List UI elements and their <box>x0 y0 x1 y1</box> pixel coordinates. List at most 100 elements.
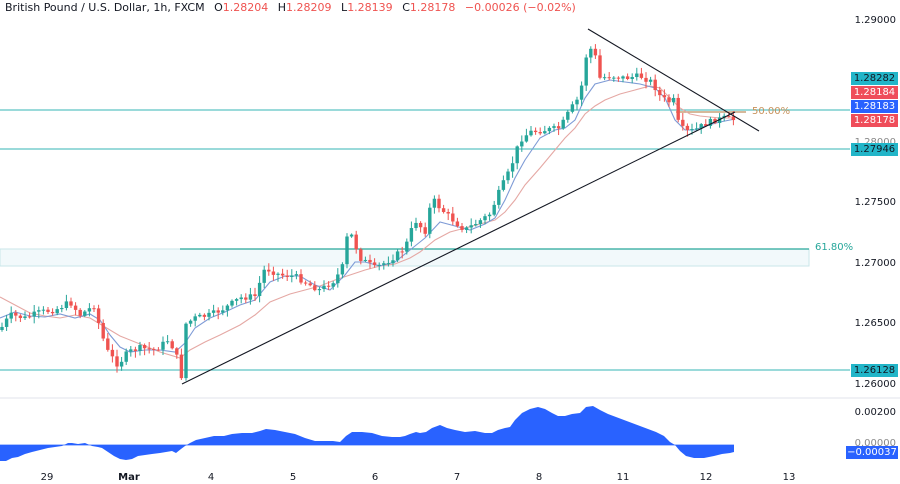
time-tick: 6 <box>371 472 379 483</box>
candle-body <box>299 274 303 283</box>
candle-body <box>497 189 501 205</box>
candle-body <box>478 220 483 225</box>
candle-body <box>165 341 170 343</box>
candle-body <box>216 310 220 313</box>
candle-body <box>184 323 188 379</box>
candle-body <box>727 115 731 117</box>
candle-body <box>722 115 726 118</box>
candle-body <box>290 275 294 277</box>
close-value: 1.28178 <box>409 1 456 14</box>
price-label-level: 1.28282 <box>851 72 898 85</box>
price-label-level: 1.26128 <box>851 364 898 377</box>
candle-body <box>731 116 736 121</box>
candle-body <box>23 316 27 319</box>
candle-body <box>248 294 253 300</box>
high-value: 1.28209 <box>286 1 332 14</box>
candle-body <box>129 349 133 352</box>
open-label: O <box>214 1 223 14</box>
indicator-tick: 0.00200 <box>854 407 896 418</box>
symbol-legend[interactable]: British Pound / U.S. Dollar, 1h, FXCM O1… <box>5 0 576 16</box>
oscillator-area-negative <box>675 445 734 458</box>
candle-body <box>115 356 119 367</box>
candle-body <box>202 314 207 317</box>
candle-body <box>92 308 96 310</box>
time-tick: 4 <box>207 472 215 483</box>
time-tick: 11 <box>616 472 630 483</box>
candle-body <box>510 163 515 172</box>
candle-body <box>14 312 18 316</box>
candle-body <box>372 262 377 265</box>
time-tick: 7 <box>453 472 461 483</box>
time-tick: 8 <box>535 472 543 483</box>
candle-body <box>400 251 404 253</box>
candle-body <box>60 308 64 310</box>
candle-body <box>27 316 32 318</box>
candle-body <box>37 310 41 312</box>
candle-body <box>294 274 299 276</box>
price-tick: 1.28000 <box>855 137 896 148</box>
descending-trendline[interactable] <box>587 28 760 132</box>
candle-body <box>18 315 23 319</box>
open-value: 1.28204 <box>222 1 269 14</box>
price-label-ma-slow: 1.28184 <box>851 86 898 99</box>
candle-body <box>464 227 469 230</box>
candle-body <box>391 260 395 264</box>
candle-body <box>469 225 473 228</box>
indicator-tick: 0.00000 <box>854 438 896 449</box>
candle-body <box>359 249 363 261</box>
candle-body <box>455 221 460 227</box>
candle-body <box>331 283 335 287</box>
low-value: 1.28139 <box>347 1 393 14</box>
fib-50-label: 50.00% <box>752 106 791 117</box>
candle-body <box>193 316 197 321</box>
candle-body <box>46 309 50 312</box>
candle-body <box>630 77 634 80</box>
fib-618-zone[interactable] <box>0 248 810 267</box>
candle-body <box>198 314 202 317</box>
candle-body <box>230 300 234 306</box>
candle-body <box>405 241 409 252</box>
candle-body <box>432 198 437 208</box>
candle-body <box>308 283 312 286</box>
price-tick: 1.27500 <box>854 197 896 208</box>
candle-body <box>188 320 193 324</box>
time-tick: 5 <box>289 472 297 483</box>
candlestick-series[interactable] <box>0 44 736 381</box>
candle-body <box>446 212 450 214</box>
candle-body <box>708 118 713 126</box>
candle-body <box>662 95 667 98</box>
candle-body <box>598 55 602 78</box>
candle-body <box>483 216 487 221</box>
candle-body <box>648 79 653 82</box>
candle-body <box>354 234 358 250</box>
symbol-name: British Pound / U.S. Dollar, 1h, FXCM <box>5 1 205 14</box>
candle-body <box>179 354 184 379</box>
candle-body <box>556 126 561 129</box>
candle-body <box>409 228 414 242</box>
candle-body <box>345 236 349 265</box>
candle-body <box>570 104 575 112</box>
candle-body <box>78 309 82 316</box>
time-tick: 13 <box>782 472 796 483</box>
candle-body <box>690 129 694 131</box>
candle-body <box>694 128 699 130</box>
candle-body <box>322 285 326 290</box>
candle-body <box>520 141 524 147</box>
price-tick: 1.26000 <box>854 379 896 390</box>
candle-body <box>566 111 570 120</box>
ascending-trendline[interactable] <box>181 111 736 385</box>
candle-body <box>589 48 593 58</box>
candle-body <box>584 57 588 86</box>
candle-body <box>0 326 4 330</box>
candle-body <box>106 338 110 350</box>
candle-body <box>529 130 533 136</box>
candle-body <box>492 204 496 215</box>
price-label-level: 1.27946 <box>851 143 898 156</box>
oscillator-area <box>0 406 675 461</box>
candle-body <box>64 301 69 309</box>
candle-body <box>69 301 73 306</box>
time-tick: 12 <box>699 472 713 483</box>
candle-body <box>73 305 78 310</box>
candle-body <box>395 251 400 261</box>
